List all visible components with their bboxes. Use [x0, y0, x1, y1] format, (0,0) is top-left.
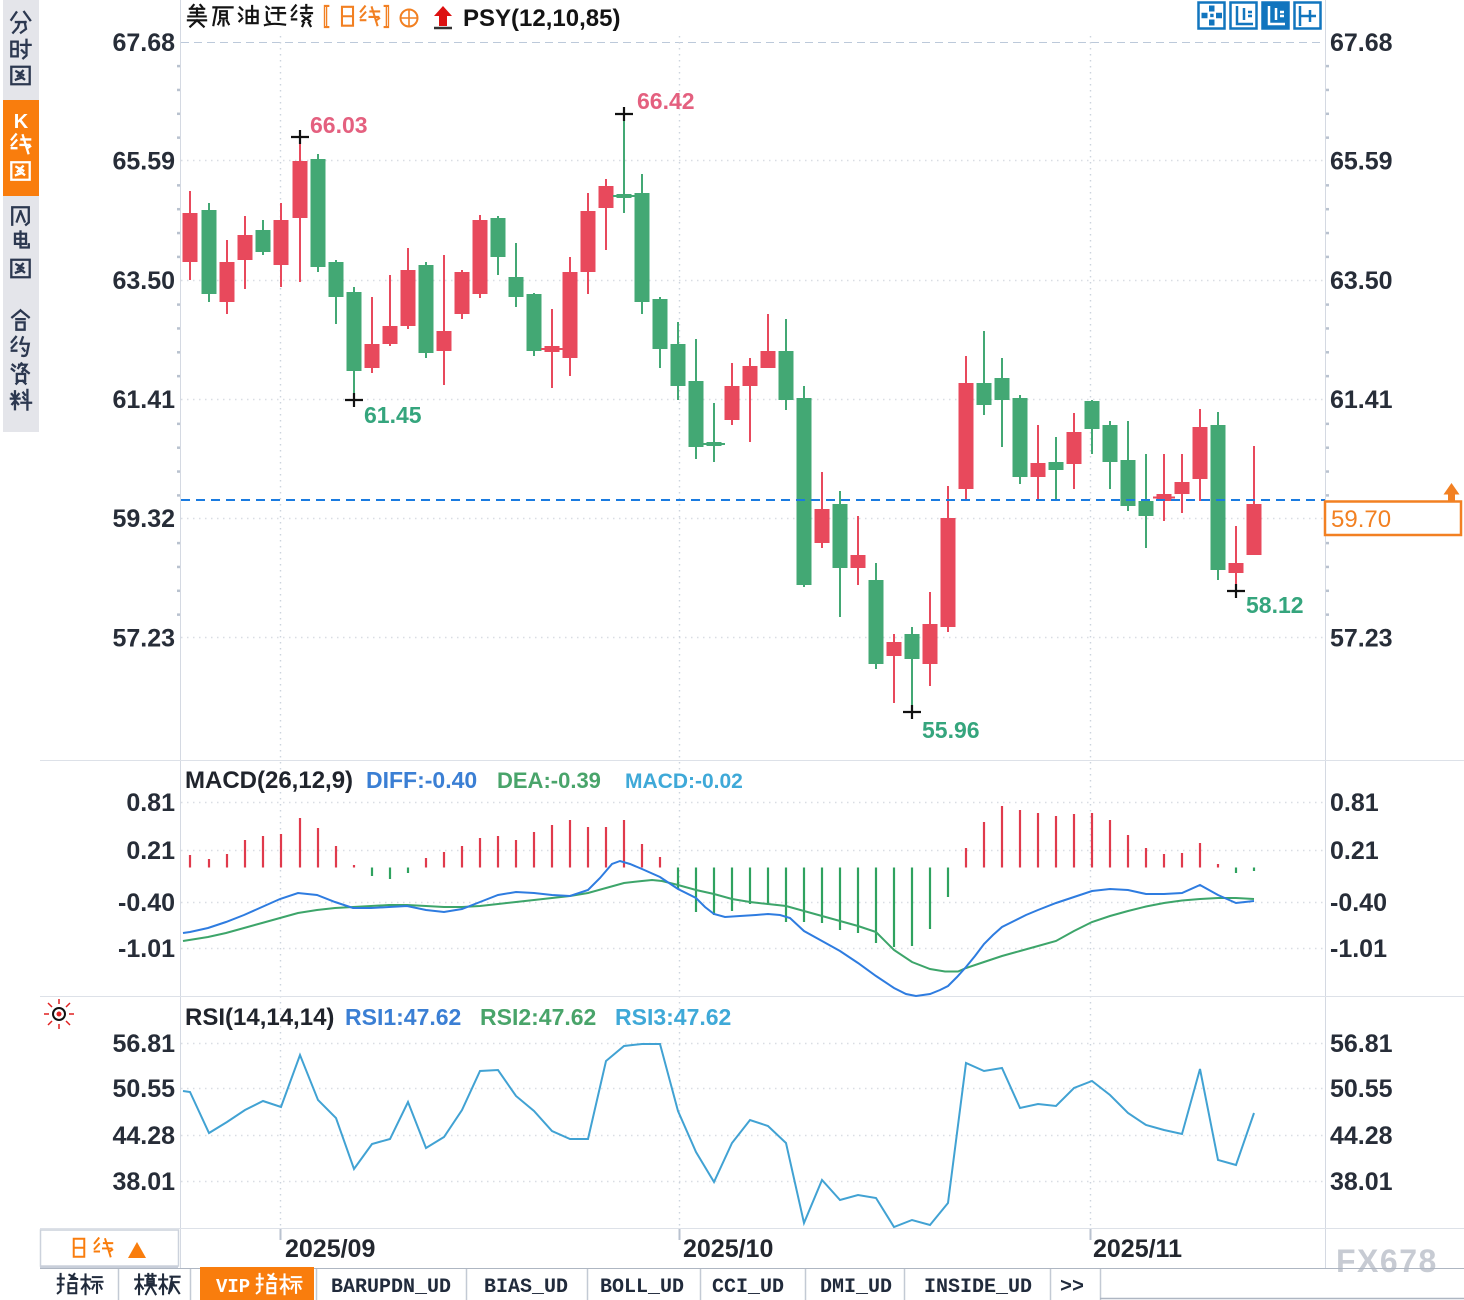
svg-text:DIFF:-0.40: DIFF:-0.40 [366, 767, 477, 793]
svg-text:44.28: 44.28 [112, 1122, 175, 1150]
svg-text:RSI(14,14,14): RSI(14,14,14) [185, 1004, 334, 1031]
svg-text:0.81: 0.81 [1330, 789, 1379, 817]
svg-text:56.81: 56.81 [112, 1030, 175, 1058]
svg-text:50.55: 50.55 [1330, 1075, 1393, 1103]
svg-text:RSI1:47.62: RSI1:47.62 [345, 1004, 461, 1030]
svg-text:44.28: 44.28 [1330, 1122, 1393, 1150]
svg-text:DMI_UD: DMI_UD [820, 1276, 892, 1299]
svg-text:DEA:-0.39: DEA:-0.39 [497, 768, 601, 793]
svg-text:38.01: 38.01 [1330, 1168, 1393, 1196]
svg-text:RSI2:47.62: RSI2:47.62 [480, 1004, 596, 1030]
svg-text:0.81: 0.81 [126, 789, 175, 817]
svg-text:58.12: 58.12 [1246, 592, 1304, 618]
svg-text:61.41: 61.41 [112, 386, 175, 414]
svg-text:61.41: 61.41 [1330, 386, 1393, 414]
svg-text:67.68: 67.68 [112, 29, 175, 57]
svg-text:CCI_UD: CCI_UD [712, 1276, 784, 1299]
svg-text:66.03: 66.03 [310, 112, 368, 138]
svg-text:65.59: 65.59 [112, 148, 175, 176]
svg-text:BARUPDN_UD: BARUPDN_UD [331, 1276, 451, 1299]
svg-text:-0.40: -0.40 [1330, 889, 1387, 917]
svg-text:-1.01: -1.01 [118, 935, 175, 963]
svg-text:57.23: 57.23 [112, 625, 175, 653]
svg-text:VIP: VIP [216, 1276, 250, 1298]
svg-text:BIAS_UD: BIAS_UD [484, 1276, 568, 1299]
svg-text:50.55: 50.55 [112, 1075, 175, 1103]
svg-text:56.81: 56.81 [1330, 1030, 1393, 1058]
svg-text:FX678: FX678 [1336, 1243, 1438, 1279]
svg-text:61.45: 61.45 [364, 402, 422, 428]
svg-text:57.23: 57.23 [1330, 625, 1393, 653]
svg-text:0.21: 0.21 [126, 837, 175, 865]
svg-text:63.50: 63.50 [112, 267, 175, 295]
svg-text:>>: >> [1060, 1276, 1084, 1299]
svg-text:55.96: 55.96 [922, 717, 980, 743]
svg-text:2025/10: 2025/10 [683, 1235, 773, 1263]
svg-text:65.59: 65.59 [1330, 148, 1393, 176]
svg-text:63.50: 63.50 [1330, 267, 1393, 295]
svg-text:-1.01: -1.01 [1330, 935, 1387, 963]
svg-text:K: K [14, 111, 29, 133]
svg-text:-0.40: -0.40 [118, 889, 175, 917]
svg-text:67.68: 67.68 [1330, 29, 1393, 57]
svg-text:INSIDE_UD: INSIDE_UD [924, 1276, 1032, 1299]
svg-text:59.32: 59.32 [112, 505, 175, 533]
svg-text:MACD(26,12,9): MACD(26,12,9) [185, 767, 353, 794]
svg-text:PSY(12,10,85): PSY(12,10,85) [463, 5, 620, 32]
svg-text:0.21: 0.21 [1330, 837, 1379, 865]
svg-text:2025/11: 2025/11 [1093, 1235, 1182, 1263]
svg-text:MACD:-0.02: MACD:-0.02 [625, 770, 743, 793]
svg-text:RSI3:47.62: RSI3:47.62 [615, 1004, 731, 1030]
svg-text:66.42: 66.42 [637, 88, 695, 114]
svg-text:38.01: 38.01 [112, 1168, 175, 1196]
svg-text:2025/09: 2025/09 [285, 1235, 375, 1263]
svg-text:BOLL_UD: BOLL_UD [600, 1276, 684, 1299]
svg-text:59.70: 59.70 [1331, 506, 1391, 533]
